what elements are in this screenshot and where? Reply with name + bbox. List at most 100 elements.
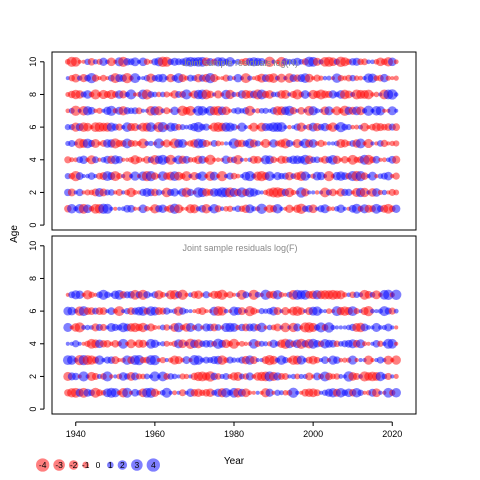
residual-bubble: [316, 171, 326, 181]
residual-bubble: [363, 355, 374, 365]
residual-bubble: [390, 374, 395, 379]
x-tick-label: 1960: [145, 429, 165, 439]
legend-bubble: [82, 461, 89, 469]
residual-bubble: [350, 124, 355, 130]
residual-bubble: [83, 204, 92, 214]
residual-bubble: [338, 325, 343, 330]
residual-bubble: [371, 290, 381, 300]
residual-bubble: [333, 356, 341, 364]
residual-bubble: [163, 324, 170, 331]
residual-bubble: [393, 140, 400, 147]
residual-bubble: [392, 204, 401, 213]
residual-bubble: [109, 206, 114, 211]
residual-bubble: [254, 140, 261, 147]
residual-bubble: [135, 107, 143, 115]
residual-bubble: [272, 290, 283, 300]
residual-bubble: [233, 155, 243, 165]
residual-bubble: [84, 189, 91, 196]
residual-bubble: [240, 73, 251, 84]
residual-bubble: [345, 188, 353, 197]
residual-bubble: [261, 138, 271, 149]
residual-bubble: [281, 372, 289, 380]
residual-bubble: [366, 325, 371, 330]
residual-bubble: [205, 154, 216, 165]
residual-bubble: [71, 372, 80, 381]
residual-bubble: [380, 139, 388, 148]
age-axis-label: Age: [9, 225, 20, 243]
residual-bubble: [184, 292, 189, 297]
residual-bubble: [372, 388, 381, 398]
residual-bubble: [96, 107, 103, 114]
residual-bubble: [243, 125, 248, 130]
residual-bubble: [283, 292, 288, 297]
residual-bubble: [274, 389, 281, 396]
residual-bubble: [100, 74, 107, 82]
residual-bubble: [387, 57, 397, 67]
residual-bubble: [278, 291, 285, 298]
residual-bubble: [197, 106, 208, 116]
residual-bubble: [170, 106, 179, 116]
residual-bubble: [67, 306, 77, 316]
residual-bubble: [245, 372, 254, 381]
x-tick-label: 2020: [382, 429, 402, 439]
residual-bubble: [157, 121, 168, 133]
residual-bubble: [265, 388, 274, 397]
year-axis-label: Year: [224, 456, 245, 467]
residual-bubble: [308, 204, 318, 214]
bottom-y-axis: 0 2 4 6 8 10: [28, 241, 45, 412]
residual-bubble: [230, 123, 238, 131]
residual-bubble: [370, 92, 375, 97]
residual-bubble: [384, 323, 393, 332]
residual-bubble: [78, 371, 89, 382]
residual-bubble: [189, 204, 199, 214]
residual-bubble: [387, 89, 398, 100]
residual-bubble: [234, 107, 242, 115]
residual-bubble: [217, 171, 228, 182]
residual-bubble: [65, 108, 71, 114]
residual-bubble: [91, 372, 100, 381]
residual-bubble: [391, 289, 402, 300]
residual-bubble: [370, 358, 375, 363]
residual-bubble: [332, 106, 342, 116]
residual-bubble: [151, 172, 159, 180]
residual-bubble: [102, 203, 113, 214]
residual-bubble: [269, 355, 278, 365]
residual-bubble: [392, 155, 401, 164]
residual-bubble: [313, 356, 321, 364]
residual-bubble: [72, 340, 80, 348]
residual-bubble: [374, 309, 379, 314]
residual-bubble: [224, 141, 229, 146]
panel-top-title: Joint sample residuals log(N): [182, 58, 298, 68]
residual-bubble: [333, 340, 341, 348]
residual-bubble: [377, 189, 384, 196]
residual-bubble: [83, 122, 92, 132]
residual-bubble: [179, 389, 187, 397]
residual-bubble: [163, 91, 170, 98]
residual-bubble: [249, 356, 258, 365]
residual-bubble: [270, 91, 277, 98]
residual-bubble: [99, 307, 108, 315]
residual-bubble: [259, 190, 264, 195]
residual-bubble: [381, 157, 387, 163]
residual-bubble: [202, 139, 210, 148]
residual-bubble: [67, 204, 77, 214]
residual-bubble: [146, 122, 156, 133]
residual-bubble: [111, 356, 120, 365]
residual-bubble: [363, 138, 374, 149]
residual-bubble: [130, 73, 141, 84]
residual-bubble: [108, 189, 115, 196]
y-tick-label: 6: [28, 309, 38, 314]
residual-bubble: [296, 122, 306, 132]
residual-bubble: [226, 356, 234, 364]
residual-bubble: [143, 291, 151, 299]
residual-bubble: [292, 89, 303, 100]
residual-bubble: [393, 59, 399, 65]
residual-bubble: [214, 373, 222, 380]
residual-bubble: [283, 125, 288, 130]
residual-bubble: [254, 189, 261, 196]
residual-bubble: [221, 106, 231, 116]
legend-bubble: [117, 460, 128, 470]
residual-bubble: [378, 325, 383, 330]
y-tick-label: 6: [28, 125, 38, 130]
x-tick-label: 1940: [66, 429, 86, 439]
